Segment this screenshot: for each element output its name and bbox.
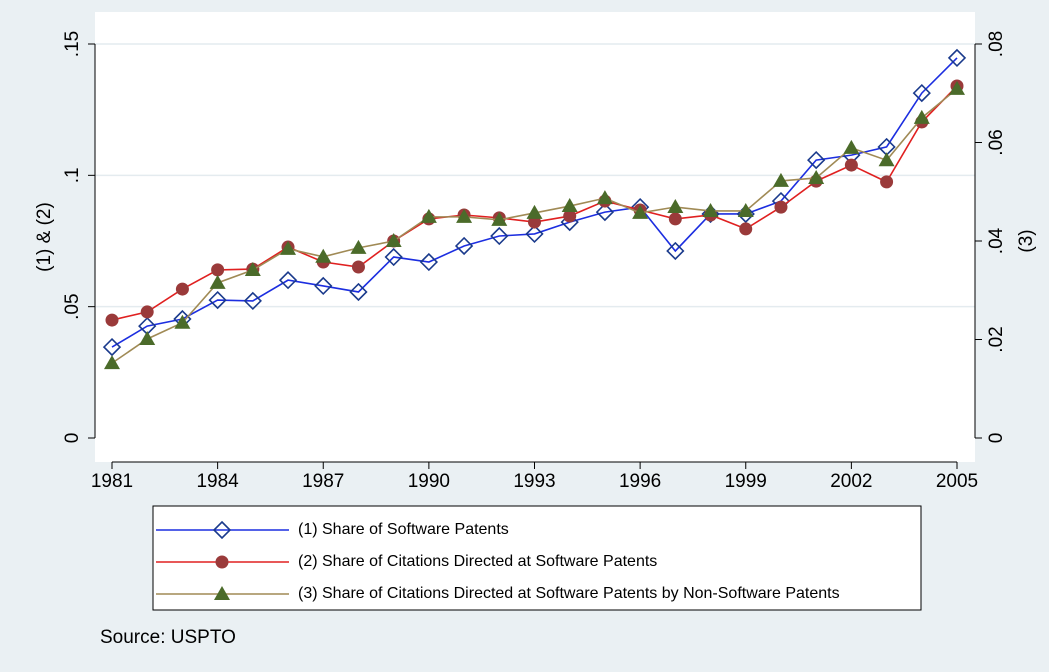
marker — [419, 252, 439, 272]
marker — [491, 211, 508, 226]
marker — [949, 80, 965, 95]
x-tick-label: 1993 — [513, 471, 555, 492]
x-tick-label: 1981 — [91, 471, 133, 492]
legend-marker — [212, 520, 232, 540]
marker — [351, 260, 365, 274]
marker — [349, 282, 368, 302]
marker — [385, 233, 402, 247]
legend-label: (1) Share of Software Patents — [298, 521, 509, 538]
marker — [807, 150, 826, 170]
marker — [913, 109, 930, 124]
y-axis-title: (1) & (2) — [34, 202, 55, 272]
y-tick-label: .05 — [62, 293, 83, 319]
marker — [140, 305, 154, 319]
marker — [175, 282, 189, 296]
marker — [139, 331, 156, 346]
marker — [668, 212, 682, 226]
note: Source: USPTO — [100, 627, 236, 648]
y2-axis-title: (3) — [1016, 229, 1037, 252]
x-tick-label: 1996 — [619, 471, 661, 492]
y2-tick-label: .02 — [986, 326, 1007, 352]
marker — [666, 241, 685, 261]
x-tick-label: 2002 — [830, 471, 872, 492]
marker — [350, 239, 367, 254]
marker — [561, 198, 578, 213]
marker — [774, 200, 788, 214]
marker — [454, 236, 474, 256]
marker — [243, 291, 262, 311]
marker — [739, 222, 753, 236]
x-tick-label: 1999 — [725, 471, 767, 492]
marker — [420, 208, 437, 223]
marker — [456, 208, 473, 223]
legend-label: (2) Share of Citations Directed at Softw… — [298, 553, 657, 570]
y2-tick-label: 0 — [986, 433, 1007, 444]
legend-label: (3) Share of Citations Directed at Softw… — [298, 585, 840, 602]
x-tick-label: 2005 — [936, 471, 978, 492]
plot-area — [95, 12, 975, 462]
legend-marker — [214, 586, 230, 600]
marker — [808, 169, 825, 184]
marker — [490, 226, 509, 246]
marker — [102, 337, 122, 357]
marker — [384, 247, 403, 267]
marker — [209, 274, 226, 289]
marker — [526, 204, 543, 219]
series-line — [111, 57, 958, 348]
marker — [211, 263, 225, 277]
marker — [596, 190, 613, 205]
y2-tick-label: .06 — [986, 129, 1007, 155]
x-tick-label: 1984 — [196, 471, 239, 492]
marker — [278, 271, 298, 290]
y2-tick-label: .04 — [986, 227, 1007, 254]
marker — [105, 313, 119, 327]
marker — [632, 204, 649, 219]
marker — [843, 139, 860, 154]
marker — [104, 355, 120, 370]
marker — [174, 314, 191, 329]
marker — [314, 276, 333, 296]
marker — [208, 290, 227, 310]
marker — [667, 199, 684, 214]
marker — [315, 248, 332, 263]
marker — [702, 202, 719, 217]
legend-marker — [215, 555, 229, 569]
marker — [772, 172, 789, 187]
marker — [912, 83, 931, 103]
marker — [280, 240, 297, 255]
y-tick-label: .15 — [62, 31, 83, 57]
marker — [525, 224, 544, 244]
y-tick-label: 0 — [62, 433, 83, 444]
marker — [244, 262, 261, 277]
x-tick-label: 1987 — [302, 471, 344, 492]
marker — [563, 209, 577, 223]
legend-box — [152, 505, 922, 611]
marker — [878, 152, 895, 167]
x-tick-label: 1990 — [408, 471, 450, 492]
marker — [947, 48, 967, 68]
marker — [737, 202, 754, 217]
marker — [595, 202, 615, 222]
y2-tick-label: .08 — [986, 31, 1007, 57]
marker — [880, 175, 894, 189]
marker — [844, 158, 858, 172]
y-tick-label: .1 — [62, 167, 83, 183]
